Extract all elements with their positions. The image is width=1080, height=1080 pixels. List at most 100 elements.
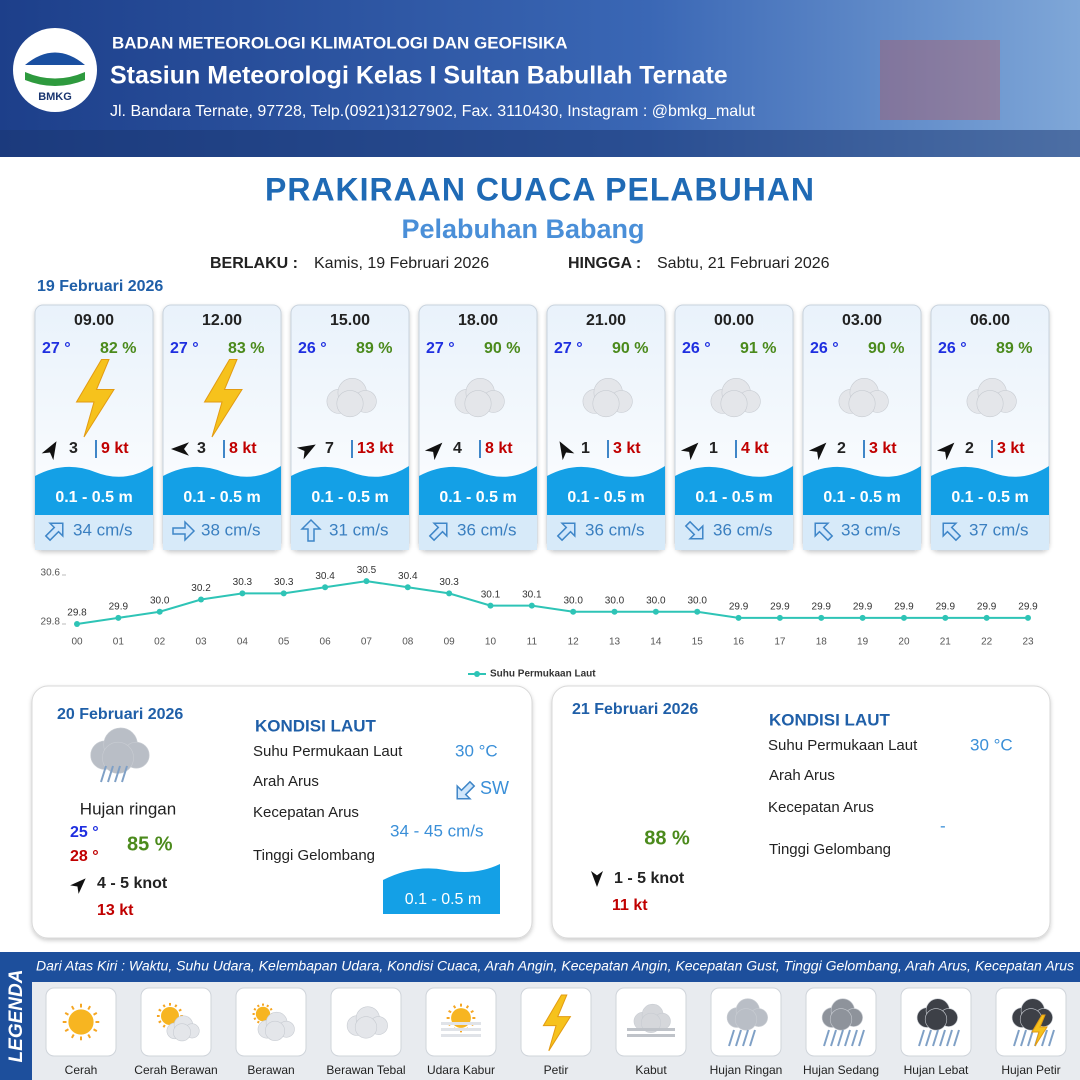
current-arrow (684, 520, 704, 540)
forecast-wave: 0.1 - 0.5 m (695, 489, 772, 506)
wave (419, 466, 537, 515)
sst-point (528, 602, 535, 609)
legend-item: Hujan Sedang (803, 1063, 879, 1077)
rain (823, 1029, 830, 1047)
rain (1027, 1029, 1034, 1047)
value-label: 30.0 (646, 595, 666, 606)
weather-icon (627, 1003, 675, 1037)
day1-date: 19 Februari 2026 (37, 278, 163, 295)
day2-date: 20 Februari 2026 (57, 706, 183, 723)
forecast-wind: 4 (453, 440, 462, 457)
sun-ray (256, 1020, 260, 1024)
cloud-part (592, 390, 620, 418)
forecast-temp: 27 ° (42, 340, 71, 357)
rain (735, 1029, 742, 1047)
day2-sst: 30 °C (455, 741, 498, 760)
y-tick-label: 29.8 (41, 617, 61, 628)
sst-point (198, 596, 205, 603)
x-tick-label: 11 (527, 637, 538, 648)
forecast-temp: 26 ° (938, 340, 967, 357)
day2-sea-heading: KONDISI LAUT (255, 716, 377, 735)
x-tick-label: 05 (278, 637, 290, 648)
sun-ray (452, 1005, 457, 1009)
logo-shape (25, 52, 85, 65)
sst-point (404, 584, 411, 591)
forecast-humidity: 82 % (100, 340, 136, 357)
weather-icon (252, 1003, 295, 1041)
x-tick-label: 20 (898, 637, 910, 648)
forecast-time: 12.00 (202, 312, 242, 329)
wave (35, 466, 153, 515)
cloud-part (354, 1016, 378, 1039)
forecast-wind: 2 (837, 440, 846, 457)
x-tick-label: 22 (981, 637, 993, 648)
day3-wind: 1 - 5 knot (614, 870, 685, 887)
sun-ray (158, 1020, 162, 1024)
sun (161, 1007, 179, 1025)
forecast-temp: 26 ° (298, 340, 327, 357)
y-tick-label: 30.6 (41, 568, 61, 579)
cloud-part (264, 1020, 286, 1041)
weather-icon (203, 359, 243, 438)
fog (627, 1034, 675, 1037)
rain (1013, 1029, 1020, 1047)
rain (749, 1029, 756, 1047)
legend-item: Berawan Tebal (326, 1063, 405, 1077)
forecast-temp: 26 ° (810, 340, 839, 357)
wind-arrow (171, 442, 189, 456)
forecast-gust: 8 kt (229, 440, 257, 457)
forecast-time: 00.00 (714, 312, 754, 329)
cloud-part (720, 390, 748, 418)
weather-icon (75, 359, 115, 438)
sst-point (487, 602, 494, 609)
legend-item: Hujan Petir (1001, 1063, 1060, 1077)
value-label: 29.8 (67, 608, 87, 619)
forecast-gust: 3 kt (613, 440, 641, 457)
x-tick-label: 09 (444, 637, 456, 648)
sst-point (363, 578, 370, 585)
sun-ray (253, 1017, 257, 1021)
weather-icon (542, 994, 572, 1052)
forecast-current: 36 cm/s (457, 520, 517, 539)
legend-strip (0, 952, 32, 1080)
from: Kamis, 19 Februari 2026 (314, 255, 489, 272)
current-arrow (172, 520, 196, 542)
current-arrow (300, 518, 322, 542)
legend-dot (474, 671, 480, 677)
sst-point (280, 590, 287, 597)
weather-icon (156, 1002, 200, 1042)
sun-ray (266, 1004, 270, 1008)
cloud-part (848, 390, 876, 418)
day3-gust: 11 kt (612, 897, 648, 914)
legend-description: Dari Atas Kiri : Waktu, Suhu Udara, Kele… (36, 959, 1074, 974)
legend-item: Berawan (247, 1063, 294, 1077)
forecast-humidity: 91 % (740, 340, 776, 357)
wind-arrow (808, 442, 827, 461)
value-label: 30.0 (150, 595, 170, 606)
forecast-wave: 0.1 - 0.5 m (311, 489, 388, 506)
sun-ray (174, 1004, 178, 1008)
forecast-current: 37 cm/s (969, 520, 1029, 539)
haze (441, 1028, 481, 1031)
x-tick-label: 03 (195, 637, 207, 648)
day2-wave: 0.1 - 0.5 m (405, 891, 481, 908)
value-label: 30.3 (439, 577, 459, 588)
value-label: 30.5 (357, 565, 377, 576)
sst-point (570, 608, 577, 615)
wave (803, 466, 921, 515)
x-tick-label: 23 (1022, 637, 1034, 648)
forecast-current: 38 cm/s (201, 520, 261, 539)
current-arrow (556, 522, 576, 542)
x-tick-label: 10 (485, 637, 497, 648)
day3-humidity: 88 % (644, 827, 690, 849)
value-label: 29.9 (812, 602, 832, 613)
day2-dir-arrow (456, 780, 476, 800)
day3-panel (551, 685, 1051, 939)
wave (547, 466, 665, 515)
sun-ray (93, 1028, 98, 1033)
sun-ray (269, 1007, 273, 1011)
header-decor (0, 130, 1080, 157)
haze (441, 1034, 481, 1037)
rain (946, 1029, 953, 1047)
sst-point (652, 608, 659, 615)
